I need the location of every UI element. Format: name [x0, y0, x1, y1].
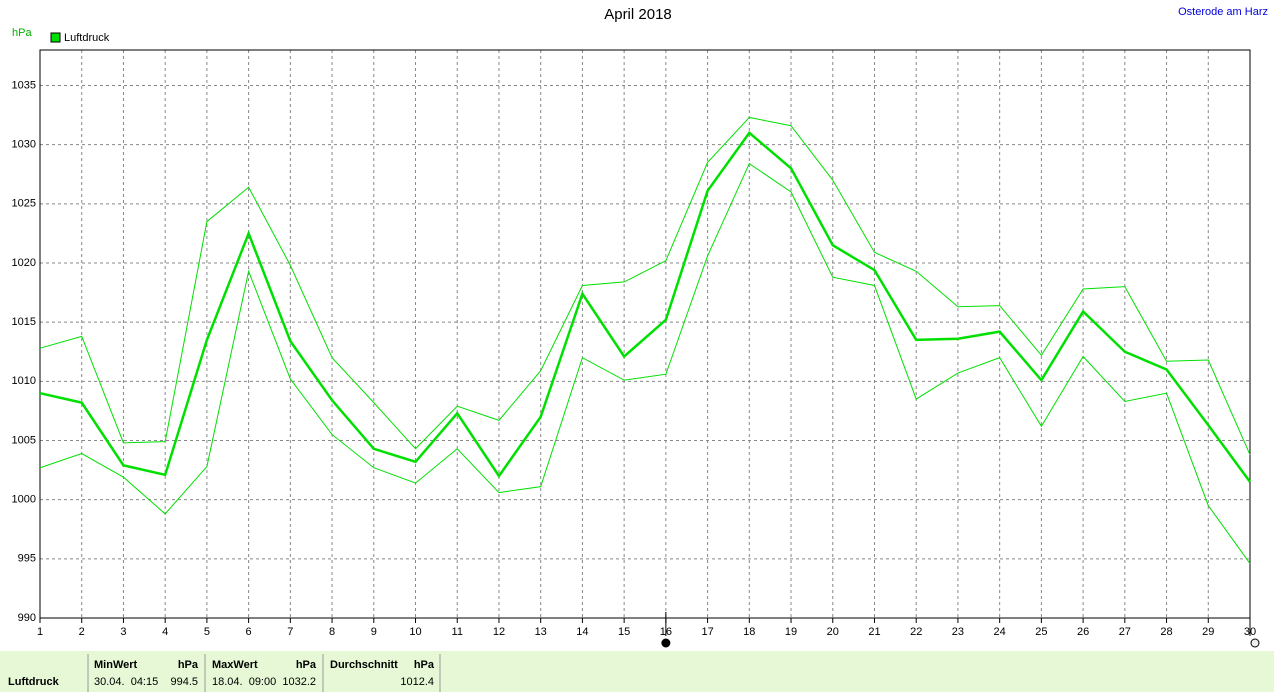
- day-marker-icon: [1250, 638, 1260, 648]
- x-tick-label: 11: [452, 626, 463, 638]
- x-tick-label: 7: [287, 626, 293, 638]
- col-header: MaxWert: [212, 659, 258, 671]
- x-tick-label: 15: [618, 626, 630, 638]
- x-tick-label: 18: [743, 626, 755, 638]
- x-tick-label: 27: [1119, 626, 1131, 638]
- series-line: [39, 131, 1252, 483]
- x-tick-label: 25: [1035, 626, 1047, 638]
- series-line: [39, 116, 1251, 455]
- avg-value: 1012.4: [400, 676, 434, 688]
- y-tick-label: 1020: [12, 257, 36, 269]
- legend-label: Luftdruck: [64, 32, 110, 44]
- y-tick-label: 1000: [12, 494, 36, 506]
- x-tick-label: 9: [371, 626, 377, 638]
- max-value: 1032.2: [282, 676, 316, 688]
- col-header: MinWert: [94, 659, 138, 671]
- x-tick-label: 21: [868, 626, 880, 638]
- day-marker-icon: [661, 638, 671, 648]
- series-line: [39, 162, 1251, 564]
- plot-frame: [39, 49, 1251, 619]
- y-tick-label: 1030: [12, 139, 36, 151]
- x-tick-label: 28: [1160, 626, 1172, 638]
- legend-swatch: [50, 32, 61, 43]
- y-tick-label: 990: [18, 612, 36, 624]
- col-header: Durchschnitt: [330, 659, 398, 671]
- col-unit: hPa: [178, 659, 199, 671]
- x-tick-label: 2: [79, 626, 85, 638]
- x-tick-label: 13: [535, 626, 547, 638]
- x-tick-label: 3: [120, 626, 126, 638]
- y-tick-label: 1005: [12, 434, 36, 446]
- y-tick-label: 1015: [12, 316, 36, 328]
- min-value: 994.5: [170, 676, 198, 688]
- x-tick-label: 10: [409, 626, 421, 638]
- x-tick-label: 20: [827, 626, 839, 638]
- x-tick-label: 1: [37, 626, 43, 638]
- x-tick-label: 12: [493, 626, 505, 638]
- x-tick-label: 23: [952, 626, 964, 638]
- col-unit: hPa: [414, 659, 435, 671]
- chart-title: April 2018: [604, 6, 672, 23]
- x-tick-label: 19: [785, 626, 797, 638]
- x-tick-label: 14: [576, 626, 588, 638]
- y-tick-label: 1035: [12, 79, 36, 91]
- y-tick-label: 1025: [12, 198, 36, 210]
- x-tick-label: 4: [162, 626, 168, 638]
- x-tick-label: 8: [329, 626, 335, 638]
- y-tick-label: 995: [18, 553, 36, 565]
- y-axis-label: hPa: [12, 27, 32, 39]
- max-time: 18.04. 09:00: [212, 676, 276, 688]
- x-tick-label: 6: [246, 626, 252, 638]
- x-tick-label: 24: [994, 626, 1006, 638]
- x-tick-label: 29: [1202, 626, 1214, 638]
- row-label: Luftdruck: [8, 676, 60, 688]
- x-tick-label: 26: [1077, 626, 1089, 638]
- station-label: Osterode am Harz: [1178, 6, 1268, 18]
- min-time: 30.04. 04:15: [94, 676, 158, 688]
- x-tick-label: 17: [701, 626, 713, 638]
- summary-panel: [0, 651, 1274, 692]
- x-tick-label: 5: [204, 626, 210, 638]
- x-tick-label: 22: [910, 626, 922, 638]
- y-tick-label: 1010: [12, 375, 36, 387]
- col-unit: hPa: [296, 659, 317, 671]
